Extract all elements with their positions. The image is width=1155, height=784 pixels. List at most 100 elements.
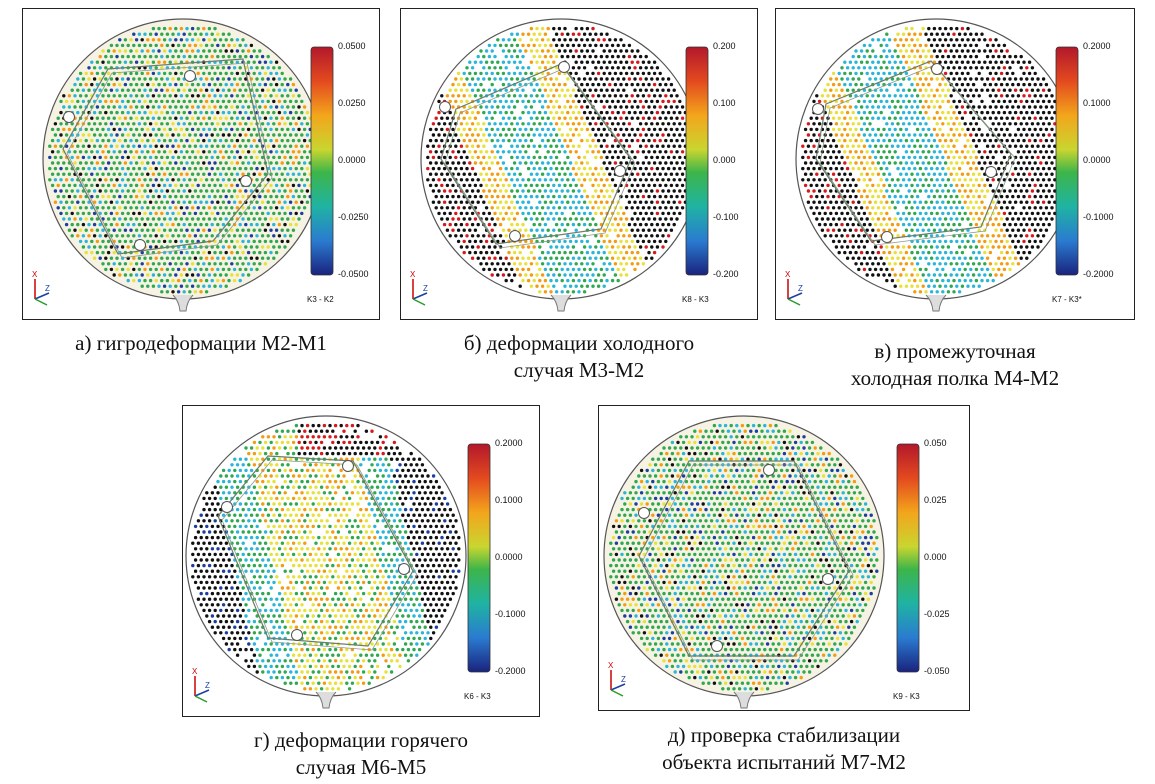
measurement-point bbox=[904, 116, 909, 120]
measurement-point bbox=[887, 127, 892, 132]
measurement-point bbox=[817, 189, 822, 193]
measurement-point bbox=[963, 122, 967, 126]
measurement-point bbox=[574, 250, 578, 255]
measurement-point bbox=[932, 116, 937, 120]
measurement-point bbox=[574, 194, 578, 199]
measurement-point bbox=[647, 138, 651, 143]
measurement-point bbox=[182, 88, 186, 92]
measurement-point bbox=[652, 71, 657, 76]
measurement-point bbox=[297, 138, 301, 143]
measurement-point bbox=[185, 38, 189, 42]
measurement-point bbox=[171, 54, 175, 59]
measurement-point bbox=[669, 228, 674, 232]
measurement-point bbox=[955, 127, 959, 132]
measurement-point bbox=[831, 150, 836, 154]
measurement-point bbox=[526, 32, 531, 36]
measurement-point bbox=[680, 161, 685, 165]
measurement-point bbox=[210, 256, 214, 260]
measurement-point bbox=[73, 206, 77, 210]
measurement-point bbox=[90, 82, 94, 87]
measurement-point bbox=[146, 82, 150, 87]
measurement-point bbox=[174, 161, 178, 165]
measurement-point bbox=[151, 217, 156, 221]
measurement-point bbox=[1033, 150, 1037, 154]
measurement-point bbox=[148, 43, 153, 48]
measurement-point bbox=[451, 82, 455, 87]
measurement-point bbox=[120, 122, 125, 126]
measurement-point bbox=[546, 183, 550, 188]
measurement-point bbox=[120, 144, 125, 148]
measurement-point bbox=[123, 262, 128, 266]
measurement-point bbox=[907, 110, 911, 115]
measurement-point bbox=[112, 172, 116, 176]
measurement-point bbox=[960, 116, 965, 120]
measurement-point bbox=[997, 66, 1001, 70]
mounting-hole bbox=[614, 165, 626, 177]
measurement-point bbox=[151, 239, 156, 244]
measurement-point bbox=[207, 250, 212, 255]
measurement-point bbox=[87, 189, 91, 193]
measurement-point bbox=[957, 200, 962, 204]
measurement-point bbox=[1016, 161, 1021, 165]
measurement-point bbox=[983, 60, 987, 64]
measurement-point bbox=[224, 206, 228, 210]
measurement-point bbox=[820, 172, 825, 176]
measurement-point bbox=[232, 189, 237, 193]
measurement-point bbox=[454, 189, 458, 193]
measurement-point bbox=[868, 133, 872, 137]
measurement-point bbox=[904, 161, 909, 165]
measurement-point bbox=[512, 262, 517, 266]
measurement-point bbox=[230, 38, 234, 42]
measurement-point bbox=[552, 161, 556, 165]
measurement-point bbox=[115, 99, 119, 104]
measurement-point bbox=[280, 138, 284, 143]
measurement-point bbox=[655, 144, 660, 148]
measurement-point bbox=[644, 66, 648, 70]
measurement-point bbox=[633, 110, 637, 115]
measurement-point bbox=[549, 77, 553, 81]
measurement-point bbox=[146, 138, 150, 143]
measurement-point bbox=[882, 161, 886, 165]
measurement-point bbox=[123, 105, 128, 109]
measurement-point bbox=[115, 222, 119, 227]
measurement-point bbox=[1033, 183, 1037, 188]
measurement-point bbox=[109, 178, 114, 182]
measurement-point bbox=[470, 200, 475, 204]
measurement-point bbox=[854, 138, 858, 143]
measurement-point bbox=[118, 138, 122, 143]
measurement-point bbox=[873, 54, 878, 59]
measurement-point bbox=[501, 262, 506, 266]
measurement-point bbox=[859, 71, 864, 76]
measurement-point bbox=[1016, 183, 1021, 188]
measurement-point bbox=[120, 77, 125, 81]
measurement-point bbox=[227, 99, 231, 104]
measurement-point bbox=[843, 183, 847, 188]
measurement-point bbox=[563, 217, 567, 221]
measurement-point bbox=[890, 122, 895, 126]
measurement-point bbox=[599, 234, 604, 238]
measurement-point bbox=[941, 43, 945, 48]
measurement-point bbox=[946, 133, 951, 137]
measurement-point bbox=[202, 38, 206, 42]
measurement-point bbox=[98, 99, 102, 104]
measurement-point bbox=[848, 116, 853, 120]
measurement-point bbox=[468, 116, 472, 120]
measurement-point bbox=[616, 245, 620, 249]
measurement-point bbox=[470, 234, 475, 238]
measurement-point bbox=[823, 200, 827, 204]
measurement-point bbox=[644, 110, 648, 115]
measurement-point bbox=[431, 166, 436, 171]
measurement-point bbox=[230, 116, 234, 120]
measurement-point bbox=[890, 222, 895, 227]
measurement-point bbox=[650, 122, 654, 126]
measurement-point bbox=[557, 161, 562, 165]
measurement-point bbox=[678, 155, 682, 160]
measurement-point bbox=[277, 77, 282, 81]
measurement-point bbox=[235, 273, 240, 277]
measurement-point bbox=[568, 127, 573, 132]
measurement-point bbox=[484, 183, 489, 188]
measurement-point bbox=[627, 166, 632, 171]
measurement-point bbox=[244, 133, 248, 137]
measurement-point bbox=[644, 155, 648, 160]
measurement-point bbox=[652, 228, 657, 232]
